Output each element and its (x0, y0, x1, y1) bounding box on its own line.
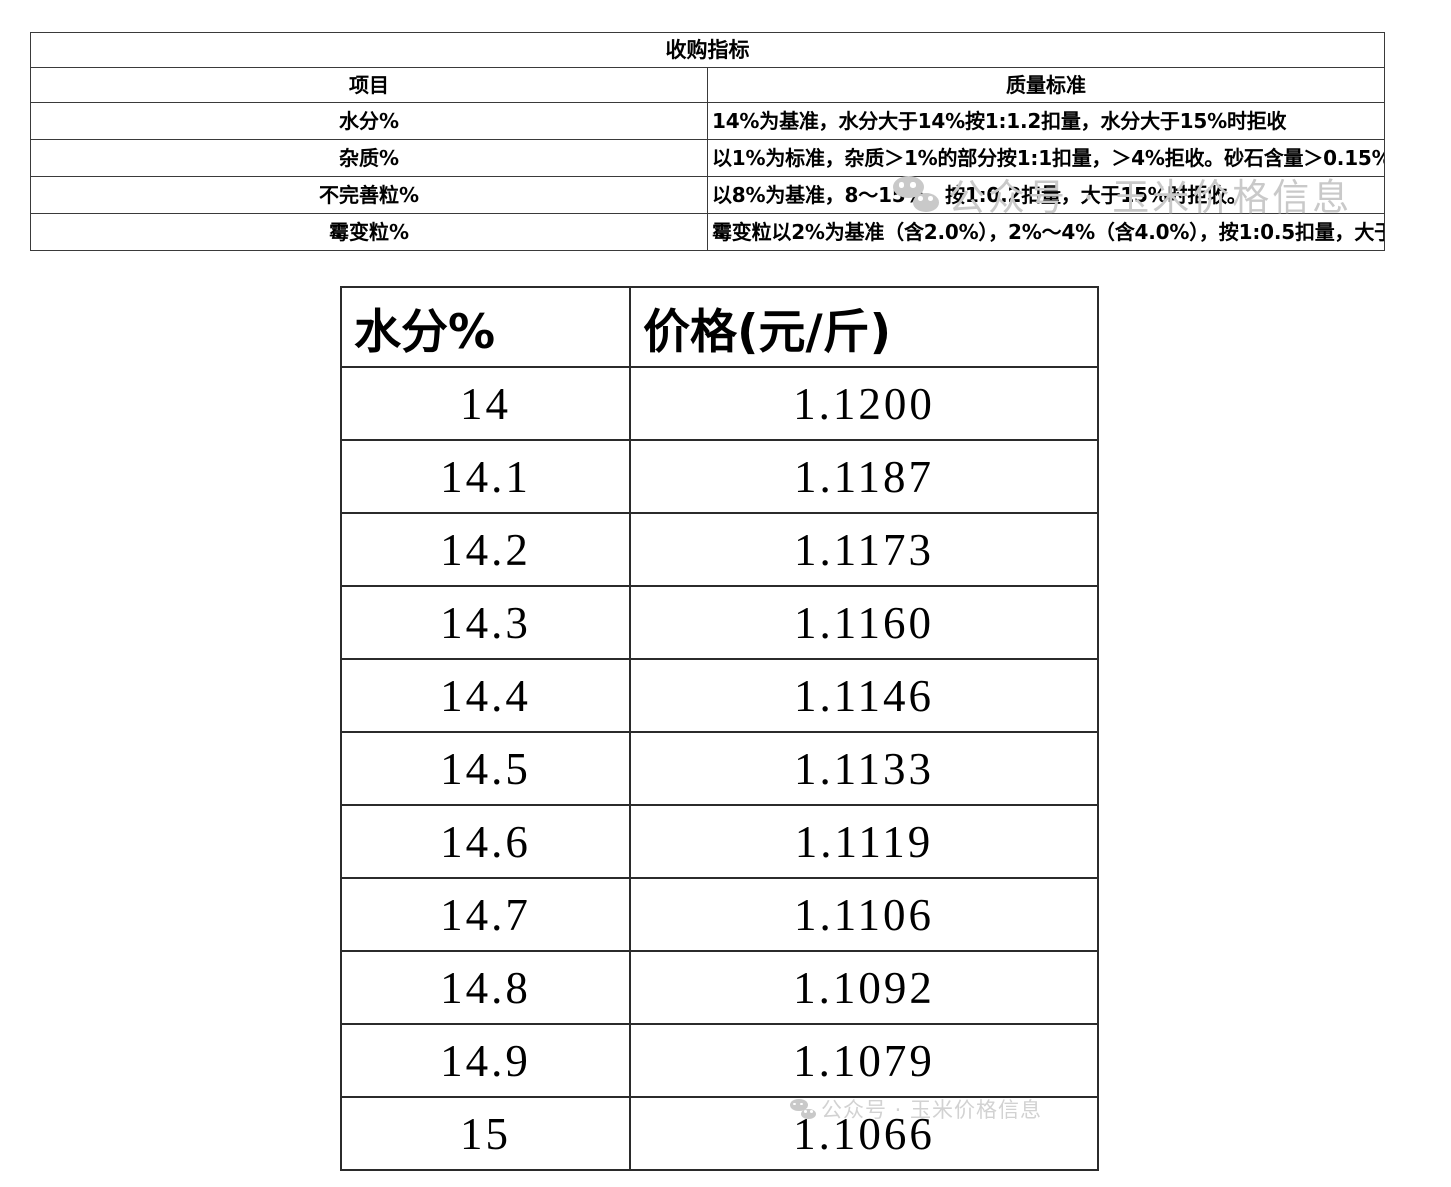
price-table-body: 14 1.1200 14.1 1.1187 14.2 1.1173 14.3 1… (340, 366, 1099, 1171)
price-header-row: 水分% 价格(元/斤) (340, 286, 1099, 368)
standards-row-imperfect-grain: 不完善粒% 以8%为基准，8～15％，按1:0.2扣量，大于15%时拒收。 (30, 176, 1385, 214)
cell-moisture: 14.9 (340, 1023, 631, 1098)
cell-moisture: 14.4 (340, 658, 631, 733)
cell-price: 1.1079 (629, 1023, 1099, 1098)
cell-moisture: 14.3 (340, 585, 631, 660)
price-table-head: 水分% 价格(元/斤) (340, 286, 1099, 368)
table-row: 14.7 1.1106 (340, 877, 1099, 952)
standards-row-impurity: 杂质% 以1%为标准，杂质＞1%的部分按1:1扣量，＞4%拒收。砂石含量＞0.1… (30, 139, 1385, 177)
table-row: 14.9 1.1079 (340, 1023, 1099, 1098)
table-row: 15 1.1066 (340, 1096, 1099, 1171)
purchase-standards-table: 收购指标 项目 质量标准 水分% 14%为基准，水分大于14%按1:1.2扣量，… (30, 32, 1385, 251)
cell-moisture: 14.8 (340, 950, 631, 1025)
cell-moisture: 14.6 (340, 804, 631, 879)
moisture-price-table: 水分% 价格(元/斤) 14 1.1200 14.1 1.1187 14.2 1… (340, 286, 1099, 1171)
standards-item-desc: 14%为基准，水分大于14%按1:1.2扣量，水分大于15%时拒收 (707, 102, 1385, 140)
standards-row-mildew-grain: 霉变粒% 霉变粒以2%为基准（含2.0%），2%～4%（含4.0%），按1:0.… (30, 213, 1385, 251)
cell-price: 1.1146 (629, 658, 1099, 733)
table-row: 14.6 1.1119 (340, 804, 1099, 879)
standards-item-label: 水分% (30, 102, 708, 140)
table-row: 14.5 1.1133 (340, 731, 1099, 806)
cell-price: 1.1092 (629, 950, 1099, 1025)
cell-price: 1.1173 (629, 512, 1099, 587)
standards-item-label: 杂质% (30, 139, 708, 177)
standards-header-quality: 质量标准 (707, 67, 1385, 103)
table-row: 14.3 1.1160 (340, 585, 1099, 660)
table-row: 14.8 1.1092 (340, 950, 1099, 1025)
standards-body: 收购指标 项目 质量标准 水分% 14%为基准，水分大于14%按1:1.2扣量，… (30, 32, 1385, 251)
standards-title: 收购指标 (30, 32, 1385, 68)
table-row: 14 1.1200 (340, 366, 1099, 441)
standards-header-row: 项目 质量标准 (30, 67, 1385, 103)
cell-price: 1.1066 (629, 1096, 1099, 1171)
cell-moisture: 14.7 (340, 877, 631, 952)
standards-row-moisture: 水分% 14%为基准，水分大于14%按1:1.2扣量，水分大于15%时拒收 (30, 102, 1385, 140)
cell-moisture: 14.2 (340, 512, 631, 587)
cell-moisture: 14.1 (340, 439, 631, 514)
cell-moisture: 15 (340, 1096, 631, 1171)
standards-item-label: 霉变粒% (30, 213, 708, 251)
cell-moisture: 14.5 (340, 731, 631, 806)
cell-price: 1.1200 (629, 366, 1099, 441)
standards-item-desc: 以1%为标准，杂质＞1%的部分按1:1扣量，＞4%拒收。砂石含量＞0.15%拒收 (707, 139, 1385, 177)
cell-price: 1.1187 (629, 439, 1099, 514)
price-header-moisture: 水分% (340, 286, 631, 368)
cell-price: 1.1133 (629, 731, 1099, 806)
cell-price: 1.1119 (629, 804, 1099, 879)
standards-item-desc: 霉变粒以2%为基准（含2.0%），2%～4%（含4.0%），按1:0.5扣量，大… (707, 213, 1385, 251)
table-row: 14.2 1.1173 (340, 512, 1099, 587)
standards-title-row: 收购指标 (30, 32, 1385, 68)
cell-price: 1.1106 (629, 877, 1099, 952)
price-header-price: 价格(元/斤) (629, 286, 1099, 368)
table-row: 14.4 1.1146 (340, 658, 1099, 733)
table-row: 14.1 1.1187 (340, 439, 1099, 514)
cell-price: 1.1160 (629, 585, 1099, 660)
cell-moisture: 14 (340, 366, 631, 441)
standards-item-label: 不完善粒% (30, 176, 708, 214)
standards-header-item: 项目 (30, 67, 708, 103)
standards-item-desc: 以8%为基准，8～15％，按1:0.2扣量，大于15%时拒收。 (707, 176, 1385, 214)
